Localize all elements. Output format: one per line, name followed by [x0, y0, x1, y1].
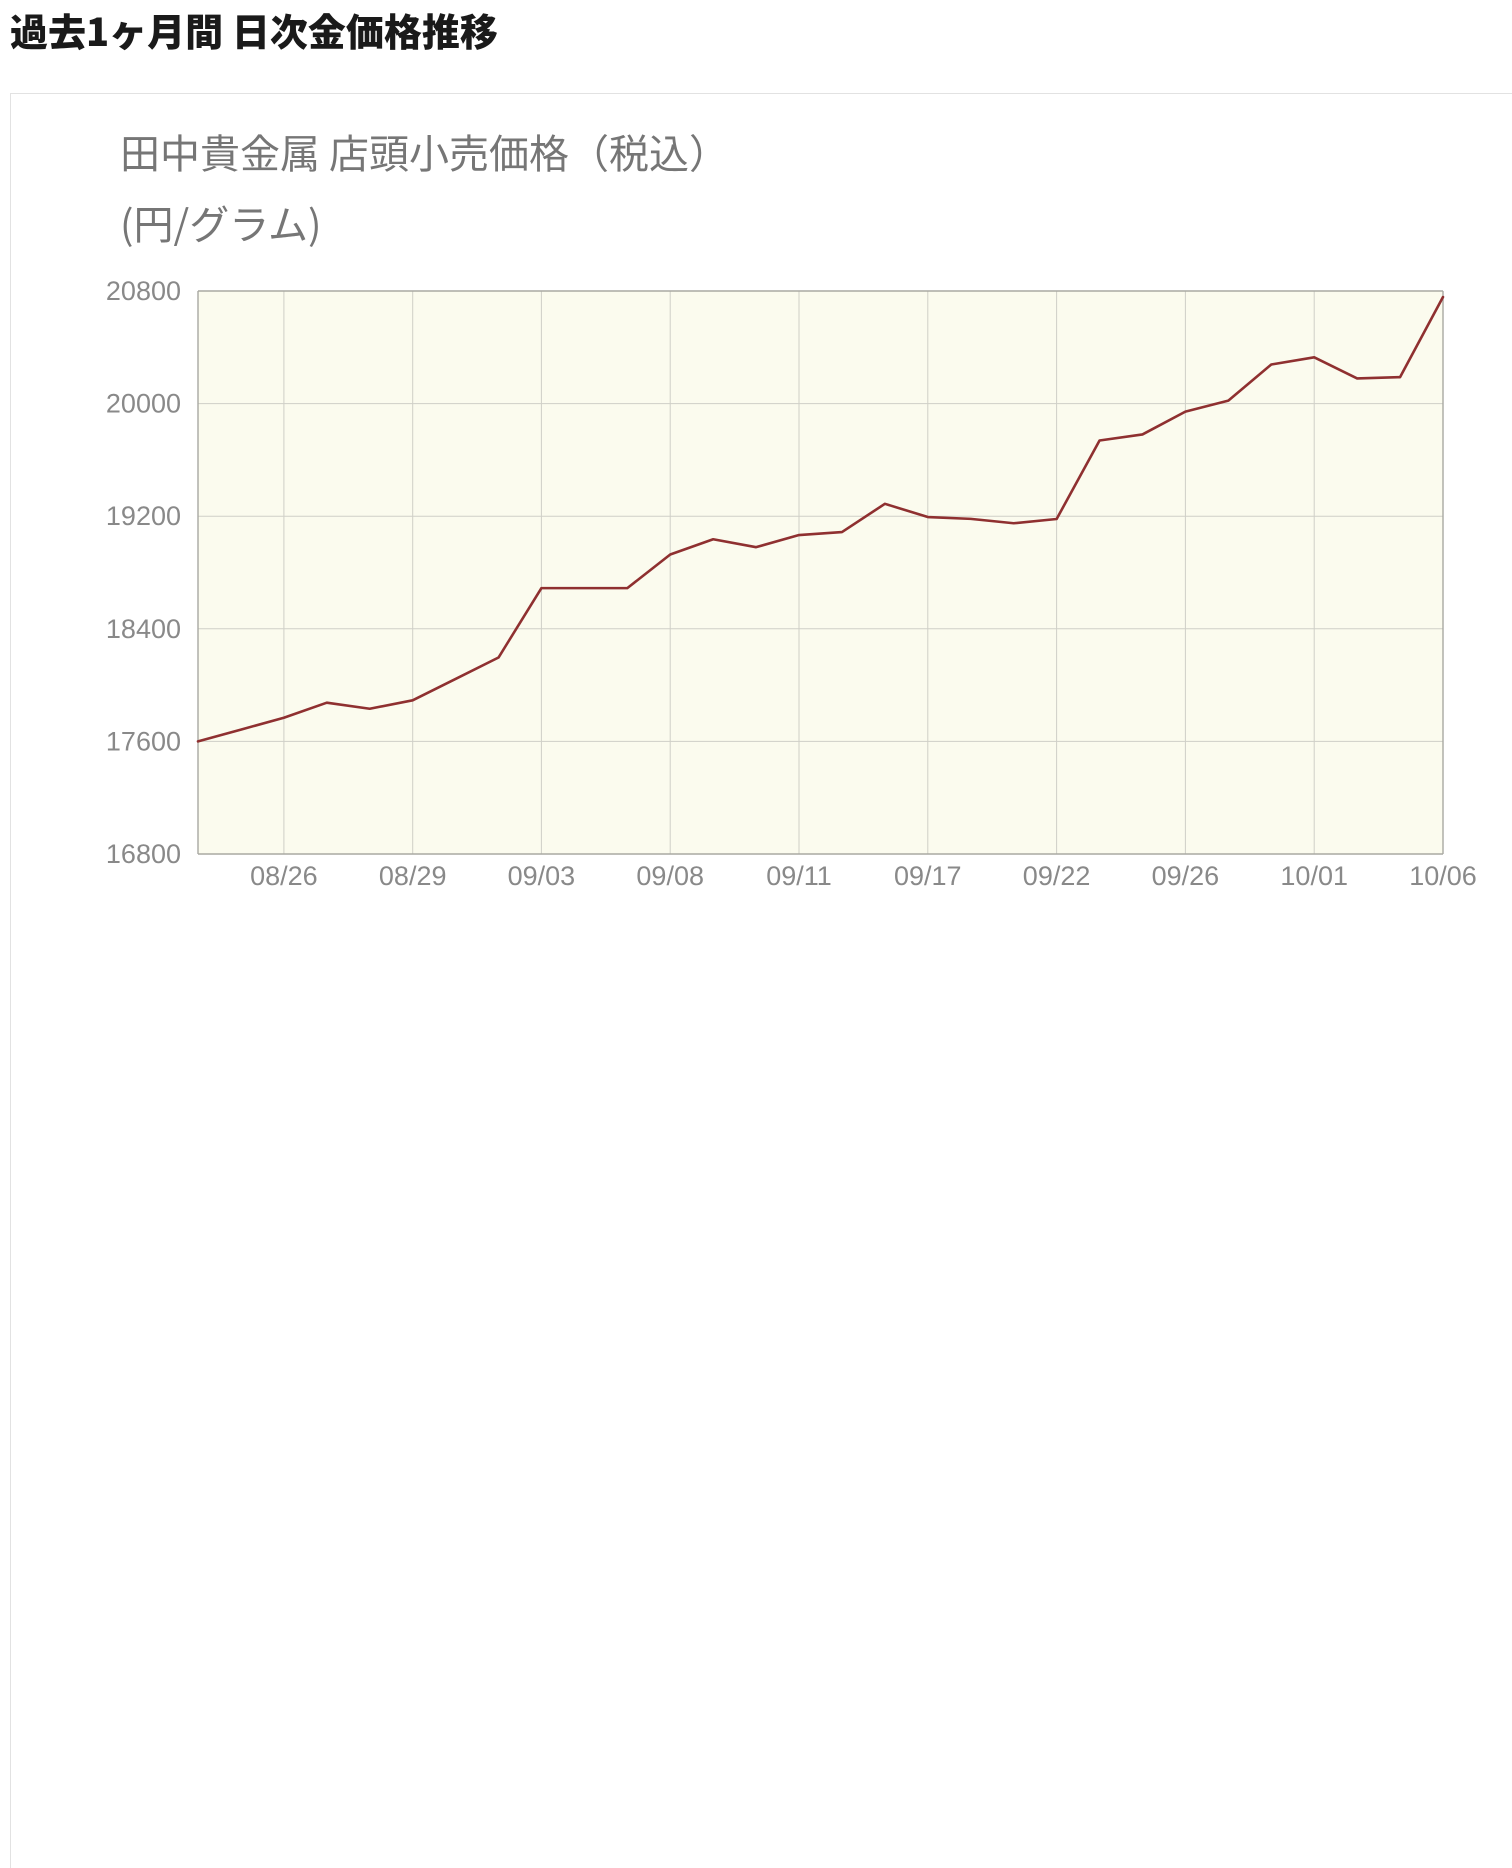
svg-text:19200: 19200	[106, 501, 181, 531]
svg-text:10/06: 10/06	[1409, 861, 1477, 891]
svg-text:16800: 16800	[106, 839, 181, 869]
svg-text:09/26: 09/26	[1152, 861, 1220, 891]
svg-text:09/03: 09/03	[508, 861, 576, 891]
svg-text:09/22: 09/22	[1023, 861, 1091, 891]
svg-text:10/01: 10/01	[1280, 861, 1348, 891]
svg-text:18400: 18400	[106, 614, 181, 644]
svg-text:20800: 20800	[106, 276, 181, 306]
svg-text:17600: 17600	[106, 726, 181, 756]
svg-text:08/29: 08/29	[379, 861, 447, 891]
svg-text:09/17: 09/17	[894, 861, 962, 891]
svg-text:20000: 20000	[106, 389, 181, 419]
svg-text:09/11: 09/11	[766, 861, 832, 891]
svg-text:09/08: 09/08	[636, 861, 704, 891]
svg-text:08/26: 08/26	[250, 861, 318, 891]
